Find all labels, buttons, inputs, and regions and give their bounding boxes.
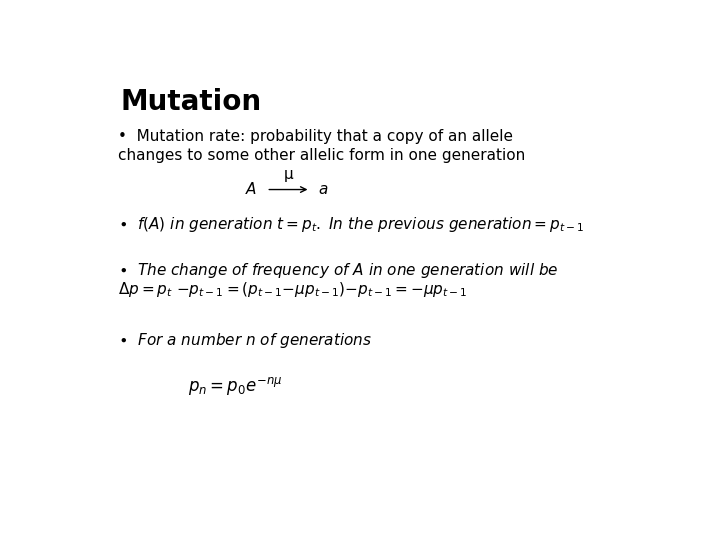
Text: $\bullet$  $\it{f(A)\ in\ generation\ t = p_t.\ In\ the\ previous\ generation = : $\bullet$ $\it{f(A)\ in\ generation\ t =… xyxy=(118,215,584,234)
Text: •  Mutation rate: probability that a copy of an allele: • Mutation rate: probability that a copy… xyxy=(118,129,513,144)
Text: changes to some other allelic form in one generation: changes to some other allelic form in on… xyxy=(118,148,525,163)
Text: $\it{\Delta p{=}p_t\ {-}p_{t-1}{=}(p_{t-1}{-}\mu p_{t-1}){-}p_{t-1}{=}{-}\mu p_{: $\it{\Delta p{=}p_t\ {-}p_{t-1}{=}(p_{t-… xyxy=(118,280,467,299)
Text: A: A xyxy=(246,182,256,197)
Text: $\bullet$  $\it{The\ change\ of\ frequency\ of\ A\ in\ one\ generation\ will\ be: $\bullet$ $\it{The\ change\ of\ frequenc… xyxy=(118,261,559,280)
Text: a: a xyxy=(319,182,328,197)
Text: μ: μ xyxy=(283,167,293,181)
Text: $\it{p_n = p_0 e^{-n\mu}}$: $\it{p_n = p_0 e^{-n\mu}}$ xyxy=(188,375,282,396)
Text: $\bullet$  $\it{For\ a\ number\ n\ of\ generations}$: $\bullet$ $\it{For\ a\ number\ n\ of\ ge… xyxy=(118,331,372,350)
Text: Mutation: Mutation xyxy=(121,87,262,116)
